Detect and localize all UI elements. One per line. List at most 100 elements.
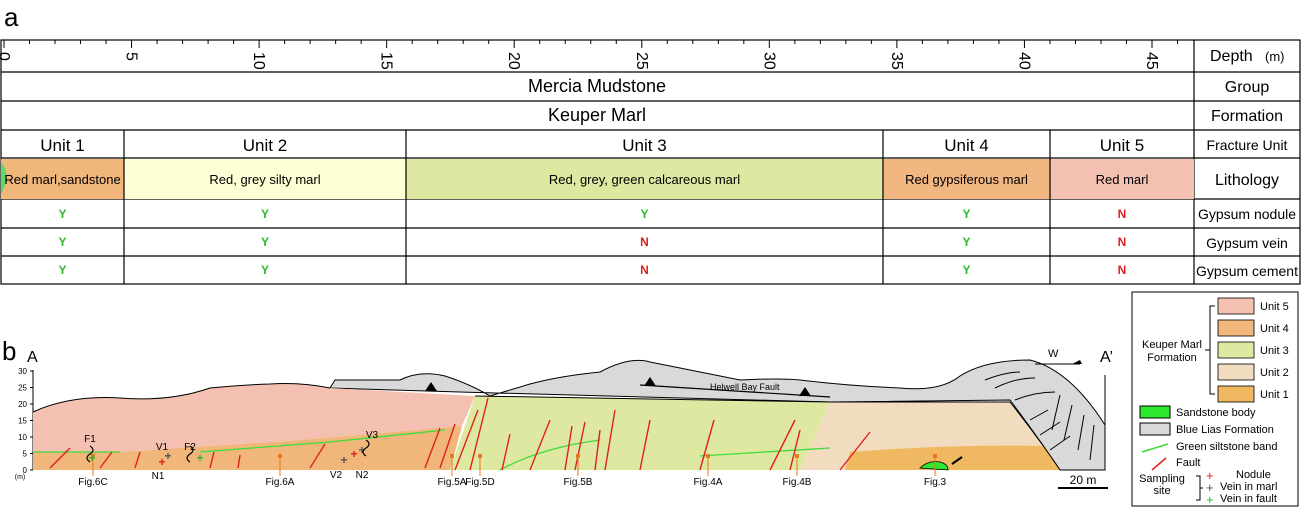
vein-symbol (186, 445, 194, 463)
fault-line (564, 425, 573, 471)
sampling-site-marker: + (350, 447, 357, 461)
depth-tick-label: 40 (1015, 52, 1032, 70)
depth-tick-label: 25 (633, 52, 650, 70)
fault-name: Helwell Bay Fault (710, 382, 780, 392)
scale-bar: 20 m (1058, 473, 1108, 489)
lithology-cell (883, 159, 1050, 199)
fault-line (99, 451, 113, 469)
fault-line (594, 429, 601, 471)
lithology-cell (406, 159, 883, 199)
legend-vein-fault-marker: + (1206, 492, 1214, 507)
legend-nodule-marker: + (1206, 468, 1214, 483)
section-end-label: A’ (1100, 349, 1113, 366)
legend-sampling-2: site (1153, 485, 1170, 497)
lithology-name: Red, grey silty marl (209, 172, 320, 187)
gypsum-cement-mark: Y (261, 263, 269, 277)
depth-tick-label: 0 (0, 52, 12, 61)
legend-vein-marl: Vein in marl (1220, 481, 1277, 493)
y-tick-label: 25 (18, 384, 27, 393)
figure-label: Fig.4A (694, 477, 723, 488)
figure-label: Fig.4B (783, 477, 812, 488)
site-label: F1 (84, 434, 96, 445)
fault-line (529, 419, 551, 471)
cross-section (32, 359, 1106, 471)
unit-name: Unit 2 (243, 136, 287, 155)
figure-marker (795, 454, 799, 458)
formation-name: Keuper Marl (548, 105, 646, 125)
site-label: V2 (330, 470, 343, 481)
lithology-name: Red marl,sandstone (4, 172, 120, 187)
depth-axis: 0 5 10 15 20 25 30 35 40 45 (0, 40, 1179, 70)
gypsum-cement-mark: Y (962, 263, 970, 277)
gypsum-nodule-mark: Y (640, 207, 648, 221)
formation-label: Formation (1211, 108, 1283, 125)
fault-line (454, 409, 479, 471)
faults (49, 397, 871, 471)
lithology-cell (1050, 159, 1194, 199)
legend-unit-label: Unit 3 (1260, 345, 1289, 357)
legend-green-band-swatch (1141, 443, 1169, 453)
legend-vein-fault: Vein in fault (1220, 493, 1277, 505)
gypsum-vein-mark: Y (261, 235, 269, 249)
sampling-site-marker: + (196, 451, 203, 465)
figure-marker (91, 454, 95, 458)
lithology-name: Red marl (1096, 172, 1149, 187)
legend-unit-swatch (1217, 363, 1255, 381)
y-axis-ticks: 0 5 10 15 20 25 30 (18, 367, 33, 475)
y-tick-label: 0 (23, 466, 28, 475)
sampling-site-marker: + (358, 443, 365, 457)
legend-formation-1: Keuper Marl (1142, 339, 1202, 351)
fault-line (639, 419, 651, 471)
legend-sampling-1: Sampling (1139, 473, 1185, 485)
legend-fault-swatch (1151, 457, 1167, 471)
y-tick-label: 30 (18, 367, 27, 376)
fracture-unit-label: Fracture Unit (1207, 137, 1288, 153)
fault-line (574, 421, 586, 471)
depth-tick-label: 35 (888, 52, 905, 70)
fault-line (309, 443, 326, 469)
legend-green-band: Green siltstone band (1176, 441, 1278, 453)
gypsum-cement-mark: N (640, 263, 649, 277)
gypsum-vein-mark: N (1118, 235, 1127, 249)
unit-name: Unit 4 (944, 136, 988, 155)
gypsum-nodule-label: Gypsum nodule (1198, 206, 1296, 222)
section-start-label: A (27, 349, 38, 366)
figure-label: Fig.5D (465, 477, 494, 488)
figure-label: Fig.6A (266, 477, 295, 488)
site-label: F2 (184, 442, 196, 453)
fault-line (439, 423, 456, 469)
figure-label: Fig.5B (564, 477, 593, 488)
sampling-site-marker: + (164, 449, 171, 463)
fault-line (424, 427, 441, 469)
figure-marker (278, 454, 282, 458)
direction-arrow: W (1035, 348, 1082, 365)
figure-marker (706, 454, 710, 458)
unit-name: Unit 1 (40, 136, 84, 155)
gypsum-nodule-mark: N (1118, 207, 1127, 221)
gypsum-nodule-mark: Y (962, 207, 970, 221)
gypsum-nodule-mark: Y (58, 207, 66, 221)
unit-boundaries (123, 130, 1051, 284)
sampling-site-marker: + (340, 453, 347, 467)
lithology-name: Red gypsiferous marl (905, 172, 1028, 187)
lithology-label: Lithology (1215, 172, 1279, 189)
site-label: N2 (356, 470, 369, 481)
y-axis-unit: (m) (15, 474, 26, 481)
legend-unit-label: Unit 4 (1260, 323, 1289, 335)
legend-unit-swatch (1217, 319, 1255, 337)
gypsum-vein-mark: Y (58, 235, 66, 249)
depth-tick-label: 20 (505, 52, 522, 70)
legend-unit-swatch (1217, 297, 1255, 315)
legend-blue-lias-swatch (1139, 422, 1171, 436)
legend-unit-swatch (1217, 341, 1255, 359)
sandstone-patch (1, 162, 7, 194)
y-tick-label: 10 (18, 433, 27, 442)
legend-blue-lias: Blue Lias Formation (1176, 424, 1274, 436)
legend-unit-label: Unit 1 (1260, 389, 1289, 401)
lithology-fills (1, 159, 1194, 199)
vein-symbol (362, 439, 370, 457)
gypsum-vein-mark: N (640, 235, 649, 249)
